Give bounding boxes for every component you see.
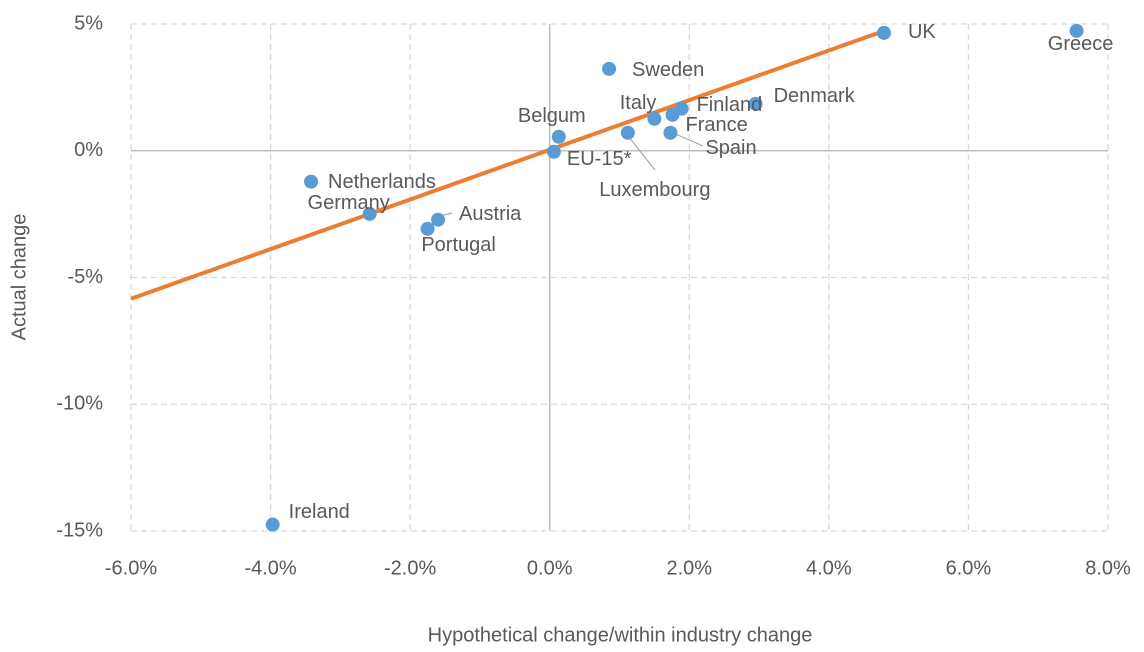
point-label: Germany: [308, 192, 390, 214]
x-tick-label: -4.0%: [244, 557, 296, 579]
point-label: Denmark: [774, 85, 856, 107]
x-tick-label: 4.0%: [806, 557, 852, 579]
x-tick-label: 0.0%: [527, 557, 573, 579]
point-label: EU-15*: [567, 148, 632, 170]
data-point: [602, 61, 617, 76]
data-point: [546, 144, 561, 159]
leader-line: [627, 135, 656, 171]
y-tick-label: 0%: [74, 139, 103, 161]
x-tick-label: -6.0%: [105, 557, 157, 579]
x-tick-label: 6.0%: [946, 557, 992, 579]
y-axis-title: Actual change: [8, 214, 30, 341]
trend-line: [130, 28, 885, 301]
data-point: [748, 96, 763, 111]
data-point: [362, 206, 377, 221]
data-point: [420, 221, 435, 236]
data-point: [647, 111, 662, 126]
data-point: [1069, 23, 1084, 38]
point-label: France: [686, 114, 748, 136]
point-label: Sweden: [632, 59, 704, 81]
data-point: [665, 107, 680, 122]
data-point: [551, 129, 566, 144]
data-point: [876, 25, 891, 40]
point-label: Greece: [1048, 33, 1114, 55]
x-tick-label: 8.0%: [1085, 557, 1131, 579]
point-label: Netherlands: [328, 171, 436, 193]
data-point: [663, 125, 678, 140]
y-tick-label: 5%: [74, 12, 103, 34]
point-label: Portugal: [421, 234, 496, 256]
y-tick-label: -10%: [56, 393, 103, 415]
data-point: [431, 212, 446, 227]
data-point: [304, 174, 319, 189]
point-label: Italy: [620, 92, 657, 114]
data-point: [265, 517, 280, 532]
x-tick-label: -2.0%: [384, 557, 436, 579]
point-label: Austria: [459, 203, 522, 225]
y-tick-label: -5%: [67, 266, 103, 288]
data-point: [620, 125, 635, 140]
point-label: Spain: [705, 137, 756, 159]
point-label: Ireland: [289, 501, 350, 523]
point-label: Belgum: [518, 105, 586, 127]
point-label: Luxembourg: [599, 179, 710, 201]
point-label: UK: [908, 21, 936, 43]
x-axis-title: Hypothetical change/within industry chan…: [428, 624, 813, 646]
y-tick-label: -15%: [56, 519, 103, 541]
x-tick-label: 2.0%: [666, 557, 712, 579]
point-label: Finland: [697, 94, 763, 116]
